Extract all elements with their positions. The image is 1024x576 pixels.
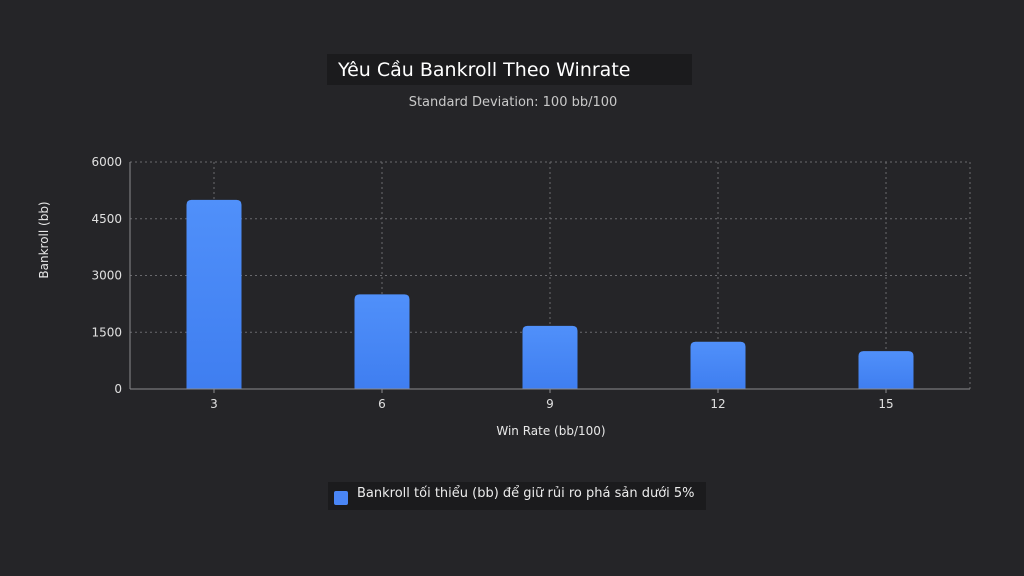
- y-tick-label: 0: [114, 382, 122, 396]
- legend-swatch: [334, 491, 348, 505]
- x-axis-label: Win Rate (bb/100): [496, 424, 606, 438]
- y-tick-label: 1500: [91, 325, 122, 339]
- y-tick-label: 6000: [91, 155, 122, 169]
- x-tick-label: 3: [210, 397, 218, 411]
- y-tick-label: 4500: [91, 212, 122, 226]
- legend-label: Bankroll tối thiểu (bb) để giữ rủi ro ph…: [357, 486, 695, 501]
- x-tick-label: 12: [710, 397, 725, 411]
- title-background: [327, 54, 692, 85]
- y-axis-label: Bankroll (bb): [37, 201, 51, 279]
- bar: [690, 341, 746, 389]
- x-tick-label: 9: [546, 397, 554, 411]
- bars: [186, 199, 914, 389]
- y-tick-label: 3000: [91, 269, 122, 283]
- bar: [354, 294, 410, 389]
- bar: [522, 325, 578, 389]
- tick-labels: 0 1500 3000 4500 6000 3 6 9 12 15: [91, 155, 893, 411]
- bar: [186, 199, 242, 389]
- bar: [858, 351, 914, 389]
- x-tick-label: 15: [878, 397, 893, 411]
- x-tick-label: 6: [378, 397, 386, 411]
- chart-title: Yêu Cầu Bankroll Theo Winrate: [338, 59, 631, 81]
- chart-subtitle: Standard Deviation: 100 bb/100: [408, 95, 618, 110]
- axes: [129, 162, 970, 393]
- legend: [328, 482, 706, 510]
- grid: [130, 161, 971, 389]
